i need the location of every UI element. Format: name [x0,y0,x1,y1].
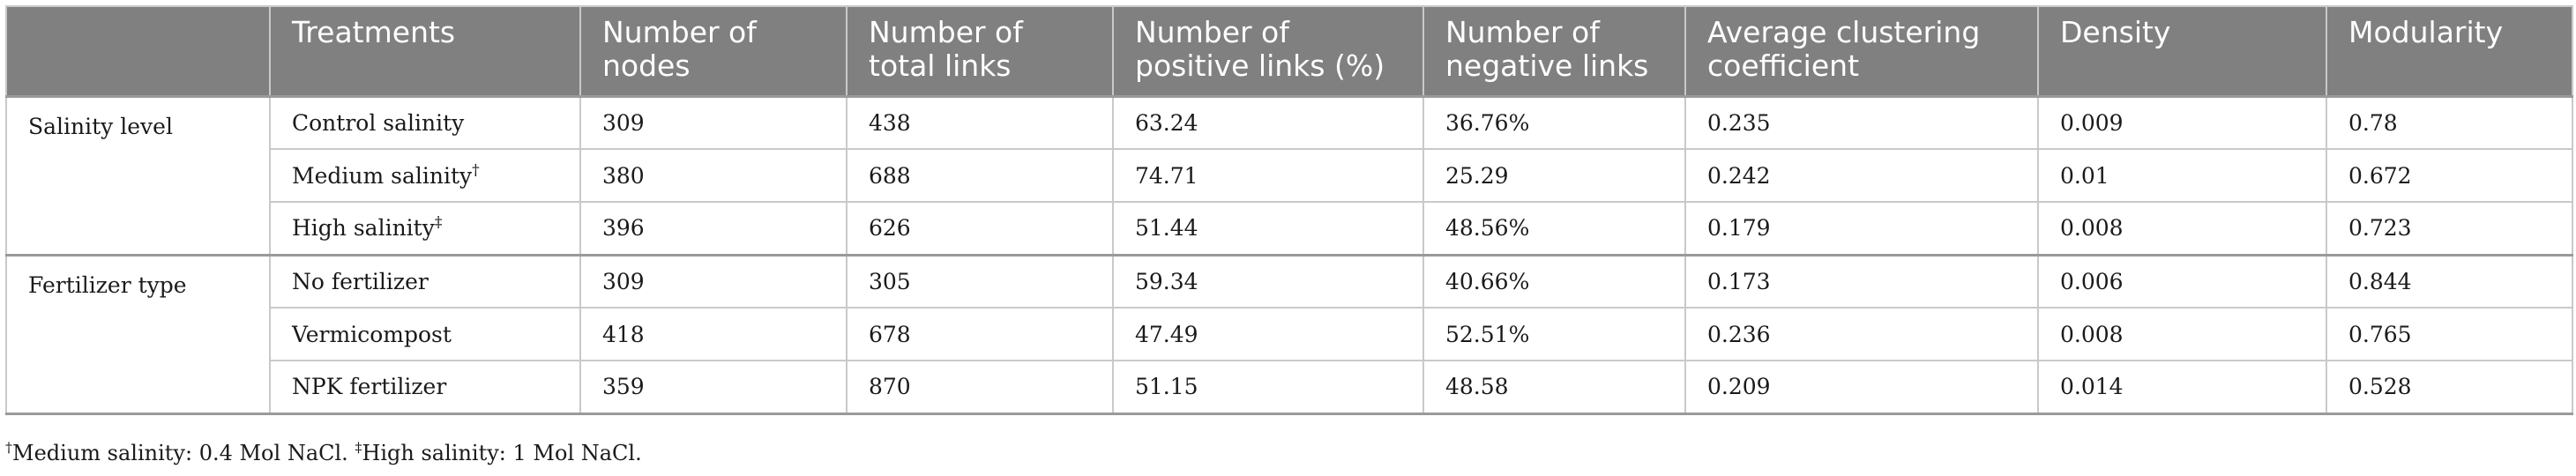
group-label-salinity: Salinity level [5,94,271,256]
header-cell-group [5,5,271,97]
header-cell-modularity: Modularity [2326,5,2573,97]
cell-total-links: 870 [846,360,1114,415]
cell-negative-links: 40.66% [1422,253,1686,309]
header-cell-clustering: Average clustering coefficient [1684,5,2039,97]
cell-total-links: 678 [846,307,1114,361]
cell-modularity: 0.844 [2326,253,2573,309]
footnote-text-medium: Medium salinity: 0.4 Mol NaCl. [12,441,348,465]
cell-negative-links: 36.76% [1422,94,1686,150]
cell-treatment: High salinity‡ [269,201,581,256]
cell-density: 0.014 [2037,360,2327,415]
cell-density: 0.008 [2037,307,2327,361]
cell-nodes: 396 [579,201,847,256]
cell-nodes: 359 [579,360,847,415]
treatment-name: NPK fertilizer [292,374,447,400]
cell-clustering: 0.236 [1684,307,2039,361]
cell-nodes: 380 [579,148,847,203]
cell-treatment: Vermicompost [269,307,581,361]
group-label-fertilizer: Fertilizer type [5,253,271,414]
cell-clustering: 0.209 [1684,360,2039,415]
cell-nodes: 418 [579,307,847,361]
data-table: Treatments Number of nodes Number of tot… [5,5,2573,415]
cell-positive-links: 63.24 [1112,94,1424,150]
cell-treatment: No fertilizer [269,253,581,309]
cell-density: 0.009 [2037,94,2327,150]
cell-clustering: 0.179 [1684,201,2039,256]
cell-modularity: 0.765 [2326,307,2573,361]
cell-clustering: 0.235 [1684,94,2039,150]
header-cell-negative-links: Number of negative links [1422,5,1686,97]
cell-modularity: 0.672 [2326,148,2573,203]
cell-treatment: Medium salinity† [269,148,581,203]
treatment-name: No fertilizer [292,268,429,294]
table-body: Salinity level Control salinity 309 438 … [5,94,2573,415]
footnote-mark-dagger: † [5,439,12,456]
cell-clustering: 0.173 [1684,253,2039,309]
footnote-mark-double-dagger: ‡ [355,439,362,456]
cell-modularity: 0.78 [2326,94,2573,150]
footnote-text-high: High salinity: 1 Mol NaCl. [362,441,642,465]
cell-total-links: 626 [846,201,1114,256]
footnote-mark: ‡ [434,213,443,232]
treatment-name: Control salinity [292,109,465,136]
header-cell-density: Density [2037,5,2327,97]
cell-negative-links: 48.56% [1422,201,1686,256]
cell-total-links: 305 [846,253,1114,309]
table-row: High salinity‡ 396 626 51.44 48.56% 0.17… [6,201,2573,256]
treatment-name: Vermicompost [292,321,452,347]
treatment-name: Medium salinity [292,162,473,189]
header-cell-nodes: Number of nodes [579,5,847,97]
cell-density: 0.01 [2037,148,2327,203]
cell-treatment: Control salinity [269,94,581,150]
footnote-mark: † [472,161,480,180]
header-cell-total-links: Number of total links [846,5,1114,97]
table-row: Fertilizer type No fertilizer 309 305 59… [5,253,2573,414]
cell-treatment: NPK fertilizer [269,360,581,415]
header-cell-positive-links: Number of positive links (%) [1112,5,1424,97]
header-cell-treatments: Treatments [269,5,581,97]
cell-negative-links: 25.29 [1422,148,1686,203]
cell-density: 0.006 [2037,253,2327,309]
table-footnote: †Medium salinity: 0.4 Mol NaCl. ‡High sa… [5,439,642,466]
table-header: Treatments Number of nodes Number of tot… [5,5,2573,97]
table-row: Vermicompost 418 678 47.49 52.51% 0.236 … [6,307,2573,361]
cell-positive-links: 59.34 [1112,253,1424,309]
table-row: Salinity level Control salinity 309 438 … [5,94,2573,256]
cell-nodes: 309 [579,253,847,309]
cell-negative-links: 48.58 [1422,360,1686,415]
cell-nodes: 309 [579,94,847,150]
cell-modularity: 0.723 [2326,201,2573,256]
cell-positive-links: 51.15 [1112,360,1424,415]
header-row: Treatments Number of nodes Number of tot… [5,5,2573,97]
cell-positive-links: 74.71 [1112,148,1424,203]
table-row: Medium salinity† 380 688 74.71 25.29 0.2… [6,148,2573,203]
cell-modularity: 0.528 [2326,360,2573,415]
cell-density: 0.008 [2037,201,2327,256]
cell-positive-links: 47.49 [1112,307,1424,361]
cell-positive-links: 51.44 [1112,201,1424,256]
table-row: NPK fertilizer 359 870 51.15 48.58 0.209… [6,360,2573,415]
cell-negative-links: 52.51% [1422,307,1686,361]
treatment-name: High salinity [292,215,435,242]
cell-clustering: 0.242 [1684,148,2039,203]
cell-total-links: 688 [846,148,1114,203]
cell-total-links: 438 [846,94,1114,150]
